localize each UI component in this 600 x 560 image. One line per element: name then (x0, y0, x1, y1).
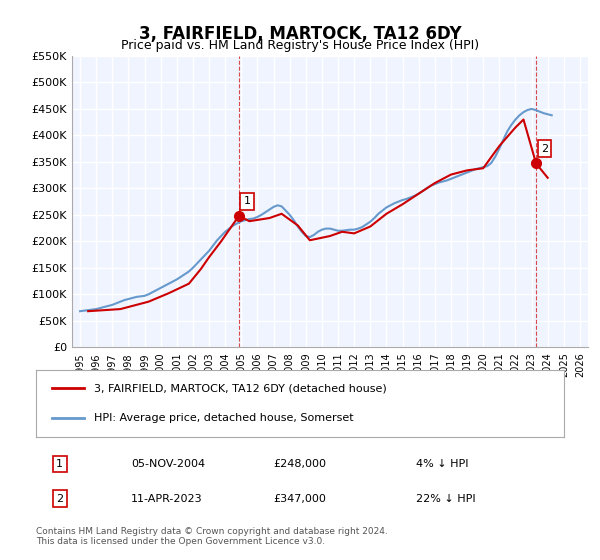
Text: 3, FAIRFIELD, MARTOCK, TA12 6DY: 3, FAIRFIELD, MARTOCK, TA12 6DY (139, 25, 461, 43)
Text: 2: 2 (541, 144, 548, 154)
Text: 22% ↓ HPI: 22% ↓ HPI (416, 493, 476, 503)
Text: 1: 1 (56, 459, 63, 469)
Text: 2: 2 (56, 493, 64, 503)
Text: 1: 1 (244, 196, 251, 206)
Text: Contains HM Land Registry data © Crown copyright and database right 2024.
This d: Contains HM Land Registry data © Crown c… (36, 526, 388, 546)
Text: 4% ↓ HPI: 4% ↓ HPI (416, 459, 469, 469)
Text: 11-APR-2023: 11-APR-2023 (131, 493, 203, 503)
Text: £347,000: £347,000 (274, 493, 326, 503)
Text: Price paid vs. HM Land Registry's House Price Index (HPI): Price paid vs. HM Land Registry's House … (121, 39, 479, 52)
Text: HPI: Average price, detached house, Somerset: HPI: Average price, detached house, Some… (94, 413, 354, 423)
Text: 05-NOV-2004: 05-NOV-2004 (131, 459, 205, 469)
Text: 3, FAIRFIELD, MARTOCK, TA12 6DY (detached house): 3, FAIRFIELD, MARTOCK, TA12 6DY (detache… (94, 384, 387, 394)
Text: £248,000: £248,000 (274, 459, 326, 469)
